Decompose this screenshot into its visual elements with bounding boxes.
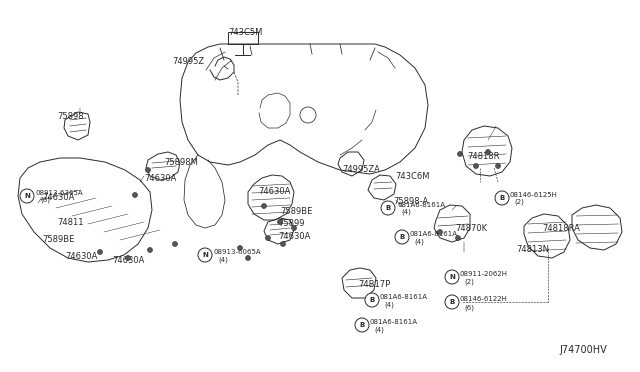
Text: (4): (4) (401, 209, 411, 215)
Text: B: B (360, 322, 365, 328)
Circle shape (456, 235, 461, 241)
Text: J74700HV: J74700HV (559, 345, 607, 355)
Text: 75898-A: 75898-A (393, 197, 428, 206)
Text: 75898: 75898 (57, 112, 84, 121)
Text: 081A6-8161A: 081A6-8161A (397, 202, 445, 208)
Circle shape (132, 192, 138, 198)
Circle shape (495, 164, 500, 169)
Circle shape (246, 256, 250, 260)
Text: 74630A: 74630A (112, 256, 145, 265)
Text: 081A6-8161A: 081A6-8161A (380, 294, 428, 300)
Circle shape (458, 151, 463, 157)
Circle shape (474, 164, 479, 169)
Text: (4): (4) (374, 327, 384, 333)
Text: (6): (6) (40, 197, 50, 203)
Circle shape (262, 203, 266, 208)
Text: (2): (2) (464, 279, 474, 285)
Text: 74630A: 74630A (42, 193, 74, 202)
Text: 081A6-8161A: 081A6-8161A (370, 319, 418, 325)
Text: 74811: 74811 (57, 218, 83, 227)
Circle shape (445, 295, 459, 309)
Text: 75899: 75899 (278, 219, 305, 228)
Text: B: B (449, 299, 454, 305)
Circle shape (20, 189, 34, 203)
Circle shape (395, 230, 409, 244)
Text: (4): (4) (414, 239, 424, 245)
Text: N: N (202, 252, 208, 258)
Text: 743C5M: 743C5M (228, 28, 262, 37)
Text: B: B (385, 205, 390, 211)
Text: 08911-2062H: 08911-2062H (460, 271, 508, 277)
Circle shape (266, 235, 271, 241)
Text: (2): (2) (514, 199, 524, 205)
Circle shape (495, 191, 509, 205)
Text: 08146-6125H: 08146-6125H (510, 192, 558, 198)
Text: N: N (24, 193, 30, 199)
Text: 7589BE: 7589BE (42, 235, 74, 244)
Text: (4): (4) (218, 257, 228, 263)
Circle shape (145, 167, 150, 173)
Text: 081A6-8161A: 081A6-8161A (410, 231, 458, 237)
Circle shape (355, 318, 369, 332)
Text: 7589BE: 7589BE (280, 207, 312, 216)
Circle shape (278, 219, 282, 224)
Text: B: B (369, 297, 374, 303)
Circle shape (198, 248, 212, 262)
Circle shape (173, 241, 177, 247)
Text: 74818R: 74818R (467, 152, 499, 161)
Text: 75898M: 75898M (164, 158, 198, 167)
Text: 74995ZA: 74995ZA (342, 165, 380, 174)
Text: (4): (4) (384, 302, 394, 308)
Circle shape (125, 256, 131, 260)
Text: 74813N: 74813N (516, 245, 549, 254)
Circle shape (291, 225, 296, 231)
Text: 08146-6122H: 08146-6122H (460, 296, 508, 302)
Circle shape (280, 241, 285, 247)
Text: 743C6M: 743C6M (395, 172, 429, 181)
Text: 74995Z: 74995Z (172, 57, 204, 66)
Circle shape (237, 246, 243, 250)
Text: 74630A: 74630A (144, 174, 177, 183)
Circle shape (147, 247, 152, 253)
Text: 74818RA: 74818RA (542, 224, 580, 233)
Text: (6): (6) (464, 305, 474, 311)
Circle shape (445, 270, 459, 284)
Text: 74870K: 74870K (455, 224, 487, 233)
Text: 74630A: 74630A (258, 187, 291, 196)
Circle shape (486, 150, 490, 154)
Text: B: B (499, 195, 504, 201)
Text: 08913-6365A: 08913-6365A (36, 190, 84, 196)
Circle shape (97, 250, 102, 254)
Text: 08913-6065A: 08913-6065A (214, 249, 262, 255)
Circle shape (381, 201, 395, 215)
Text: B: B (399, 234, 404, 240)
Circle shape (438, 230, 442, 234)
Text: 74B17P: 74B17P (358, 280, 390, 289)
Circle shape (365, 293, 379, 307)
Text: N: N (449, 274, 455, 280)
Text: 74630A: 74630A (65, 252, 97, 261)
Text: 74630A: 74630A (278, 232, 310, 241)
